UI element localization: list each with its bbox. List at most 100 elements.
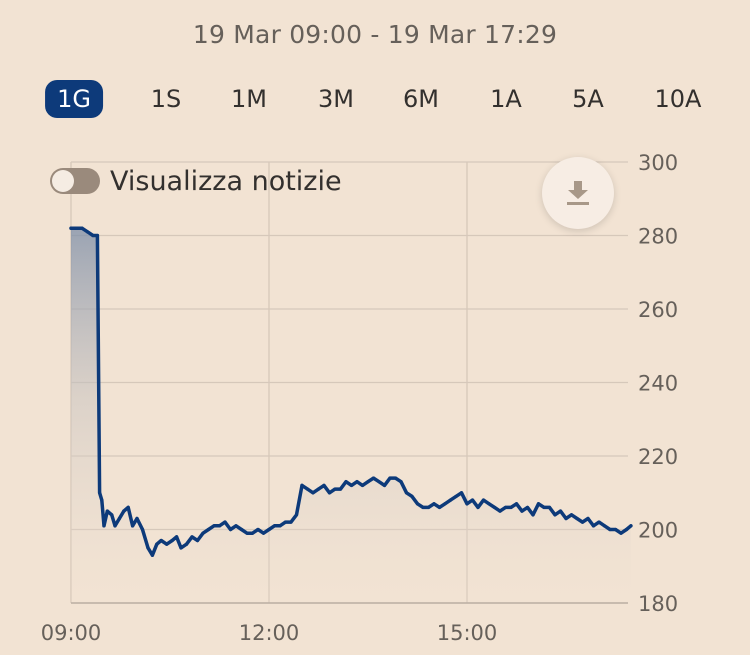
price-point (470, 498, 475, 502)
price-point (165, 542, 169, 546)
price-point (487, 502, 491, 506)
price-point (454, 494, 458, 499)
price-point (629, 524, 633, 528)
price-point (217, 524, 222, 528)
price-point (175, 535, 179, 539)
range-selector: 1G 1S 1M 3M 6M 1A 5A 10A (0, 80, 750, 120)
price-point (201, 531, 205, 535)
price-area (71, 228, 631, 603)
price-point (591, 524, 596, 528)
range-6m-button[interactable]: 6M (403, 85, 439, 113)
price-point (212, 524, 216, 528)
price-point (360, 483, 365, 487)
price-point (122, 509, 126, 513)
price-point (404, 491, 409, 495)
range-10a-button[interactable]: 10A (654, 85, 702, 113)
price-point (613, 527, 618, 532)
price-point (278, 524, 282, 528)
price-point (338, 487, 343, 491)
price-point (476, 505, 480, 510)
price-point (234, 524, 238, 528)
price-point (100, 498, 104, 502)
price-point (415, 502, 420, 506)
price-point (569, 513, 574, 517)
price-point (300, 483, 304, 487)
range-1g-button[interactable]: 1G (45, 80, 103, 118)
y-tick-label: 200 (638, 519, 678, 543)
range-5a-button[interactable]: 5A (572, 85, 604, 113)
range-1a-button[interactable]: 1A (490, 85, 522, 113)
price-point (547, 505, 552, 510)
download-button[interactable] (542, 157, 614, 229)
price-point (410, 494, 414, 499)
price-point (465, 502, 469, 506)
price-point (110, 513, 114, 517)
price-point (371, 476, 376, 480)
x-tick-label: 09:00 (41, 621, 102, 645)
price-point (322, 483, 326, 487)
price-point (170, 538, 174, 543)
price-point (525, 505, 530, 510)
price-point (602, 524, 607, 528)
price-point (432, 502, 436, 506)
price-point (624, 527, 629, 532)
price-point (305, 487, 310, 491)
price-point (349, 483, 354, 487)
price-point (542, 505, 546, 510)
price-point (520, 509, 524, 513)
price-point (564, 516, 568, 521)
price-point (509, 505, 513, 510)
price-points (69, 226, 633, 557)
price-point (459, 491, 464, 495)
price-point (421, 505, 425, 510)
news-toggle[interactable]: Visualizza notizie (50, 162, 342, 200)
price-point (531, 513, 535, 517)
price-point (69, 226, 73, 230)
price-point (366, 480, 370, 484)
price-point (580, 520, 585, 524)
y-tick-label: 220 (638, 445, 678, 469)
price-point (272, 524, 277, 528)
news-toggle-label: Visualizza notizie (110, 165, 342, 197)
price-point (311, 491, 315, 495)
x-tick-label: 15:00 (437, 621, 498, 645)
y-tick-label: 280 (638, 225, 678, 249)
price-point (586, 516, 590, 521)
price-point (388, 476, 392, 480)
toggle-switch[interactable] (50, 168, 100, 194)
price-point (190, 535, 194, 539)
price-point (159, 538, 163, 543)
price-point (150, 553, 154, 557)
price-point (393, 476, 398, 480)
price-point (179, 546, 183, 550)
range-1s-button[interactable]: 1S (150, 85, 182, 113)
price-point (135, 516, 139, 521)
price-point (382, 483, 387, 487)
price-point (126, 505, 130, 510)
price-point (98, 491, 102, 495)
range-3m-button[interactable]: 3M (318, 85, 354, 113)
price-point (553, 513, 557, 517)
y-tick-label: 300 (638, 151, 678, 175)
price-point (294, 513, 299, 517)
download-icon (567, 181, 589, 205)
price-line (69, 226, 633, 557)
price-point (102, 524, 106, 528)
price-point (85, 230, 90, 234)
price-point (437, 505, 442, 510)
price-point (95, 233, 99, 238)
price-point (608, 527, 612, 532)
price-point (245, 531, 249, 535)
price-point (80, 226, 84, 230)
price-point (256, 527, 260, 532)
price-point (261, 531, 266, 535)
price-point (597, 520, 601, 524)
price-point (536, 502, 541, 506)
y-tick-label: 240 (638, 372, 678, 396)
price-point (91, 233, 95, 238)
price-point (355, 480, 359, 484)
price-point (195, 538, 200, 543)
range-1m-button[interactable]: 1M (231, 85, 267, 113)
x-tick-label: 12:00 (239, 621, 300, 645)
y-tick-label: 260 (638, 298, 678, 322)
